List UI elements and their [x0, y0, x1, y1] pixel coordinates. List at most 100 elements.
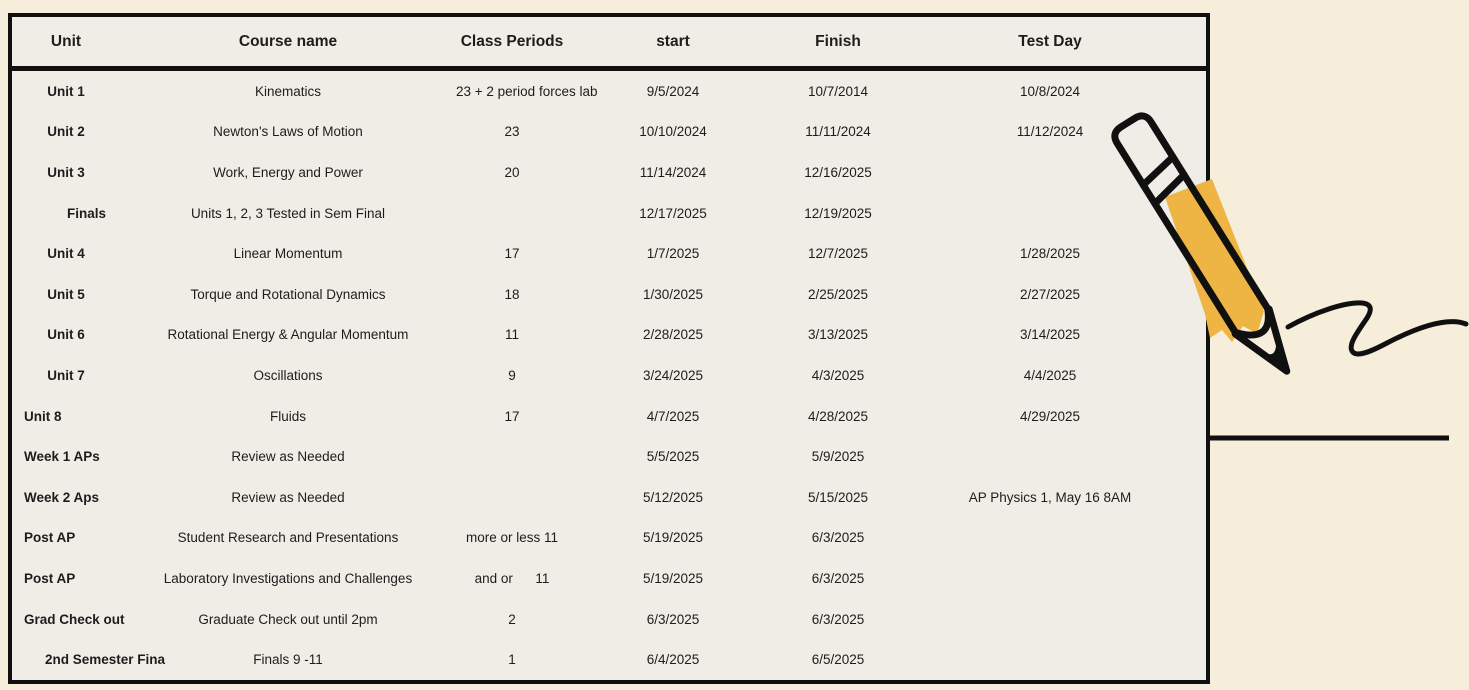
cell-test-day: AP Physics 1, May 16 8AM [968, 489, 1132, 505]
table-row: 2nd Semester Fina Finals 9 -11 1 6/4/202… [12, 639, 1206, 680]
cell-course-name: Kinematics [254, 83, 322, 99]
cell-class-periods: 9 [508, 367, 516, 383]
cell-class-periods: 17 [504, 246, 520, 262]
table-row: Unit 7 Oscillations 9 3/24/2025 4/3/2025… [12, 355, 1206, 396]
cell-class-periods: 23 + 2 period forces lab [456, 83, 598, 99]
cell-course-name: Work, Energy and Power [213, 164, 363, 180]
cell-class-periods: 11 [504, 327, 519, 343]
cell-course-name: Rotational Energy & Angular Momentum [167, 327, 409, 343]
cell-course-name: Review as Needed [231, 489, 345, 505]
table-row: Week 2 Aps Review as Needed 5/12/2025 5/… [12, 477, 1206, 518]
table-row: Unit 5 Torque and Rotational Dynamics 18… [12, 274, 1206, 315]
cell-start-date: 3/24/2025 [642, 367, 704, 383]
cell-unit: Unit 1 [47, 83, 85, 99]
cell-finish-date: 5/9/2025 [811, 449, 865, 465]
cell-course-name: Oscillations [253, 367, 323, 383]
table-row: Post AP Laboratory Investigations and Ch… [12, 558, 1206, 599]
cell-class-periods: 17 [504, 408, 520, 424]
cell-unit: Post AP [24, 570, 76, 586]
cell-finish-date: 12/19/2025 [804, 205, 872, 221]
cell-finish-date: 6/5/2025 [811, 652, 865, 668]
cell-unit: Finals [67, 205, 107, 221]
table-body: Unit 1 Kinematics 23 + 2 period forces l… [12, 71, 1206, 680]
cell-start-date: 5/19/2025 [642, 570, 704, 586]
table-row: Unit 8 Fluids 17 4/7/2025 4/28/2025 4/29… [12, 396, 1206, 437]
table-row: Unit 6 Rotational Energy & Angular Momen… [12, 315, 1206, 356]
cell-course-name: Fluids [269, 408, 306, 424]
cell-course-name: Review as Needed [231, 449, 345, 465]
cell-finish-date: 6/3/2025 [811, 570, 865, 586]
cell-test-day: 10/8/2024 [1019, 83, 1081, 99]
cell-unit: Unit 6 [47, 327, 85, 343]
cell-class-periods: 23 [504, 124, 520, 140]
cell-test-day: 4/29/2025 [1019, 408, 1081, 424]
header-cell-test-day: Test Day [1018, 32, 1082, 50]
cell-finish-date: 4/28/2025 [807, 408, 869, 424]
cell-start-date: 10/10/2024 [639, 124, 707, 140]
cell-unit: Week 1 APs [24, 449, 100, 465]
cell-unit: Unit 3 [47, 164, 85, 180]
cell-start-date: 2/28/2025 [642, 327, 704, 343]
header-cell-finish: Finish [815, 32, 861, 50]
cell-finish-date: 4/3/2025 [811, 367, 865, 383]
cell-finish-date: 12/7/2025 [807, 246, 869, 262]
cell-unit: Grad Check out [24, 611, 125, 627]
cell-test-day: 3/14/2025 [1019, 327, 1081, 343]
header-cell-start: start [656, 32, 690, 50]
cell-unit: Post AP [24, 530, 76, 546]
cell-finish-date: 6/3/2025 [811, 530, 865, 546]
cell-unit: Unit 5 [47, 286, 85, 302]
cell-finish-date: 2/25/2025 [807, 286, 869, 302]
cell-start-date: 9/5/2024 [646, 83, 700, 99]
cell-finish-date: 6/3/2025 [811, 611, 865, 627]
cell-class-periods: 2 [508, 611, 516, 627]
cell-class-periods: 18 [504, 286, 520, 302]
cell-start-date: 1/7/2025 [646, 246, 700, 262]
cell-course-name: Newton's Laws of Motion [213, 124, 363, 140]
cell-unit: Unit 7 [47, 367, 85, 383]
cell-course-name: Laboratory Investigations and Challenges [163, 570, 413, 586]
cell-class-periods: 20 [504, 164, 520, 180]
cell-test-day: 4/4/2025 [1023, 367, 1077, 383]
table-row: Unit 2 Newton's Laws of Motion 23 10/10/… [12, 112, 1206, 153]
scribble-line [1285, 300, 1469, 357]
pencil-collar-curve [1231, 305, 1272, 339]
cell-course-name: Units 1, 2, 3 Tested in Sem Final [190, 205, 386, 221]
table-row: Finals Units 1, 2, 3 Tested in Sem Final… [12, 193, 1206, 234]
table-row: Post AP Student Research and Presentatio… [12, 518, 1206, 559]
cell-test-day: 1/28/2025 [1019, 246, 1081, 262]
cell-start-date: 5/19/2025 [642, 530, 704, 546]
cell-start-date: 6/3/2025 [646, 611, 700, 627]
table-header-row: Unit Course name Class Periods start Fin… [12, 17, 1206, 71]
table-row: Unit 4 Linear Momentum 17 1/7/2025 12/7/… [12, 233, 1206, 274]
cell-finish-date: 10/7/2014 [807, 83, 869, 99]
cell-class-periods: and or 11 [474, 570, 550, 586]
cell-start-date: 6/4/2025 [646, 652, 700, 668]
cell-class-periods: more or less 11 [465, 530, 559, 546]
table-row: Grad Check out Graduate Check out until … [12, 599, 1206, 640]
cell-finish-date: 5/15/2025 [807, 489, 869, 505]
course-schedule-table: Unit Course name Class Periods start Fin… [8, 13, 1210, 684]
cell-course-name: Student Research and Presentations [177, 530, 399, 546]
cell-unit: Unit 8 [24, 408, 62, 424]
header-cell-course-name: Course name [238, 32, 338, 50]
cell-unit: 2nd Semester Fina [45, 652, 166, 668]
header-cell-class-periods: Class Periods [460, 32, 564, 50]
cell-start-date: 11/14/2024 [639, 164, 707, 180]
cell-finish-date: 11/11/2024 [805, 124, 871, 140]
table-row: Unit 1 Kinematics 23 + 2 period forces l… [12, 71, 1206, 112]
cell-start-date: 1/30/2025 [642, 286, 704, 302]
cell-test-day: 2/27/2025 [1019, 286, 1081, 302]
cell-finish-date: 12/16/2025 [804, 164, 872, 180]
cell-finish-date: 3/13/2025 [807, 327, 869, 343]
cell-unit: Week 2 Aps [24, 489, 100, 505]
table-row: Unit 3 Work, Energy and Power 20 11/14/2… [12, 152, 1206, 193]
cell-unit: Unit 4 [47, 246, 85, 262]
header-cell-unit: Unit [50, 32, 82, 50]
pencil-lead [1264, 343, 1289, 374]
cell-course-name: Finals 9 -11 [253, 652, 323, 668]
cell-course-name: Torque and Rotational Dynamics [190, 286, 386, 302]
cell-test-day: 11/12/2024 [1016, 124, 1084, 140]
cell-start-date: 5/12/2025 [642, 489, 704, 505]
